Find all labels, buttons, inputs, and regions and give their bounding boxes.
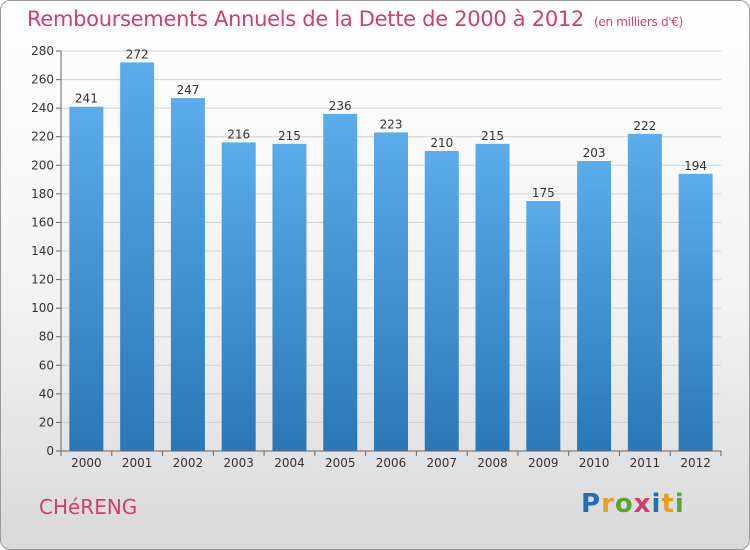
data-label: 236 <box>329 99 352 113</box>
bar <box>374 132 408 451</box>
x-tick-label: 2004 <box>274 456 305 470</box>
data-label: 203 <box>583 146 606 160</box>
chart-title-text: Remboursements Annuels de la Dette de 20… <box>27 7 584 31</box>
bar <box>120 62 155 452</box>
x-axis-ticks: 2000 2001 2002 2003 2004 2005 2006 2007 2008 2009… <box>60 451 722 470</box>
proxiti-logo: Proxiti <box>581 489 685 519</box>
logo-letter: i <box>674 489 685 519</box>
logo-letter: t <box>661 489 675 519</box>
logo-letter: o <box>614 489 634 519</box>
bars <box>69 62 713 452</box>
x-tick-label: 2003 <box>223 456 254 470</box>
x-tick-label: 2000 <box>71 456 102 470</box>
data-label: 215 <box>278 129 301 143</box>
x-tick-label: 2008 <box>477 456 508 470</box>
y-tick-label: 280 <box>31 44 54 58</box>
data-label: 175 <box>532 186 555 200</box>
y-tick-label: 100 <box>31 301 54 315</box>
y-tick-label: 80 <box>39 330 54 344</box>
data-label: 222 <box>633 119 656 133</box>
city-name: CHéRENG <box>39 495 138 519</box>
data-labels: 241 272 247 216 215 236 223 210 215 175 203 222 194 <box>75 47 707 200</box>
axes <box>60 51 721 452</box>
y-tick-label: 200 <box>31 158 54 172</box>
x-tick-label: 2001 <box>122 456 153 470</box>
data-label: 223 <box>380 117 403 131</box>
x-tick-label: 2005 <box>325 456 356 470</box>
bar <box>577 161 612 451</box>
logo-letter: i <box>651 489 662 519</box>
y-tick-label: 240 <box>31 101 54 115</box>
x-tick-label: 2010 <box>579 456 610 470</box>
y-tick-label: 60 <box>39 358 54 372</box>
y-tick-label: 20 <box>39 415 54 429</box>
bar <box>323 113 358 451</box>
y-tick-label: 120 <box>31 273 54 287</box>
x-tick-label: 2007 <box>426 456 457 470</box>
bar <box>627 133 662 451</box>
bar <box>272 143 307 451</box>
logo-letter: x <box>633 489 652 519</box>
y-tick-label: 0 <box>46 444 54 458</box>
y-tick-label: 140 <box>31 244 54 258</box>
data-label: 247 <box>176 83 199 97</box>
y-tick-label: 160 <box>31 215 54 229</box>
y-tick-label: 220 <box>31 130 54 144</box>
logo-letter: P <box>581 489 602 519</box>
y-axis-ticks: 0 20 40 60 80 100 120 140 160 180 200 220 240 260 280 <box>31 44 61 458</box>
logo-letter: r <box>601 489 615 519</box>
y-tick-label: 260 <box>31 73 54 87</box>
bar <box>69 106 104 451</box>
x-tick-label: 2011 <box>630 456 661 470</box>
x-tick-label: 2002 <box>173 456 204 470</box>
data-label: 272 <box>126 47 149 61</box>
y-tick-label: 40 <box>39 387 54 401</box>
chart-title: Remboursements Annuels de la Dette de 20… <box>27 7 683 31</box>
bar <box>678 173 713 451</box>
bar <box>221 142 256 451</box>
data-label: 215 <box>481 129 504 143</box>
data-label: 210 <box>430 136 453 150</box>
x-tick-label: 2006 <box>376 456 407 470</box>
data-label: 216 <box>227 127 250 141</box>
bar <box>526 201 561 451</box>
x-tick-label: 2009 <box>528 456 559 470</box>
data-label: 241 <box>75 92 98 106</box>
data-label: 194 <box>684 159 707 173</box>
y-tick-label: 180 <box>31 187 54 201</box>
bar <box>170 98 205 452</box>
chart-unit: (en milliers d'€) <box>594 15 684 29</box>
bar <box>424 151 459 451</box>
bar <box>475 143 510 451</box>
x-tick-label: 2012 <box>680 456 711 470</box>
